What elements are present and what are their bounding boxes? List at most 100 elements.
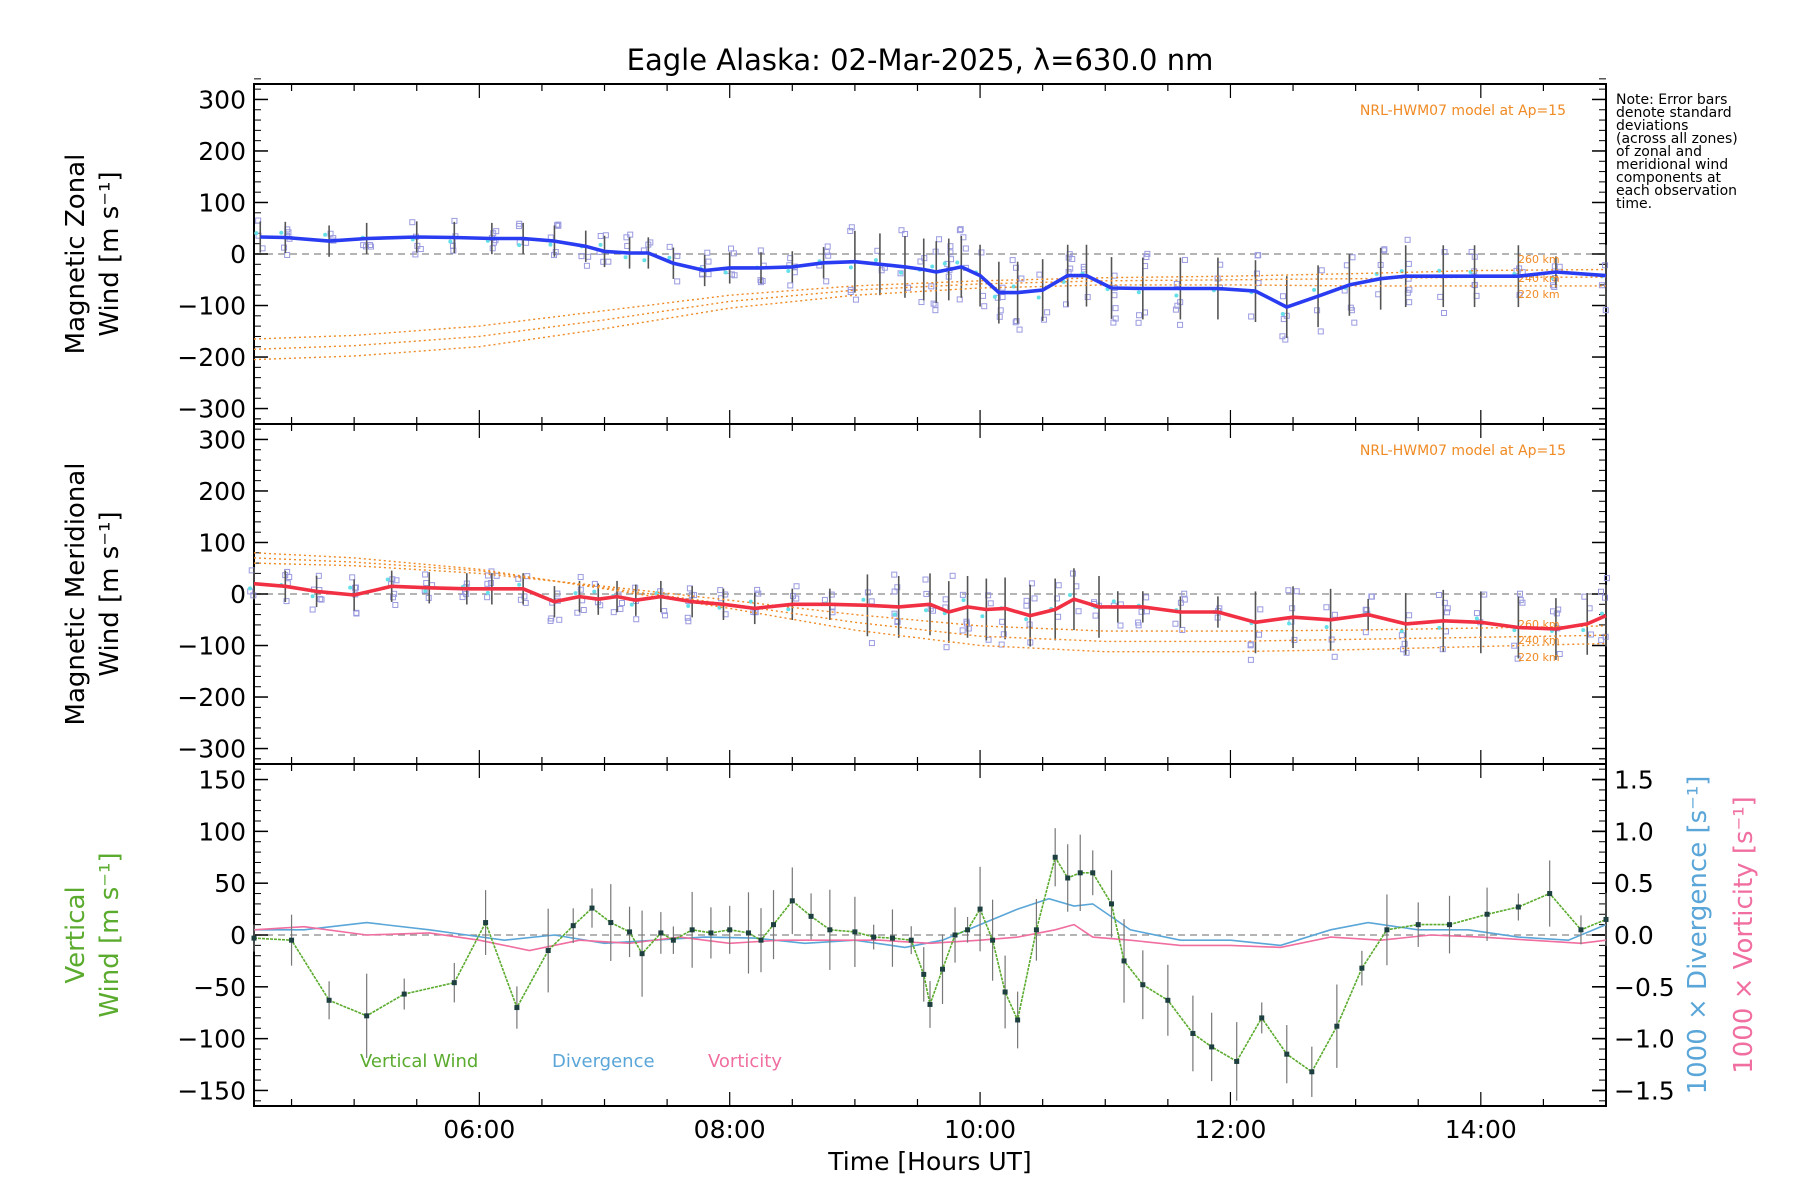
scatter-point <box>852 296 859 303</box>
scatter-point <box>1602 307 1609 314</box>
scatter-point <box>1442 628 1449 635</box>
zone-point <box>485 590 490 595</box>
scatter-point <box>484 572 491 579</box>
scatter-point <box>1362 629 1369 636</box>
scatter-point <box>923 590 930 597</box>
model-altitude-label: 240 km <box>1518 634 1560 647</box>
zone-point <box>385 577 390 582</box>
zone-point <box>1581 628 1586 633</box>
scatter-point <box>578 253 585 260</box>
scatter-point <box>317 595 324 602</box>
scatter-point <box>1587 631 1594 638</box>
scatter-point <box>1317 328 1324 335</box>
scatter-point <box>618 599 625 606</box>
scatter-point <box>1069 256 1076 263</box>
x-tick-label: 06:00 <box>443 1115 515 1144</box>
scatter-point <box>1179 626 1186 633</box>
scatter-point <box>959 627 966 634</box>
zone-point <box>254 231 259 236</box>
scatter-point <box>705 271 712 278</box>
scatter-point <box>999 618 1006 625</box>
vertical-wind-point <box>827 927 833 933</box>
vertical-wind-point <box>364 1013 370 1019</box>
zone-point <box>667 255 672 260</box>
y-tick-label: 0 <box>230 580 246 609</box>
scatter-point <box>1598 282 1605 289</box>
scatter-point <box>1136 312 1143 319</box>
scatter-point <box>1112 315 1119 322</box>
scatter-point <box>1028 580 1035 587</box>
scatter-point <box>962 245 969 252</box>
scatter-point <box>705 258 712 265</box>
scatter-point <box>823 278 830 285</box>
scatter-point <box>1023 602 1030 609</box>
vertical-wind-point <box>1121 958 1127 964</box>
error-bar-note: Note: Error bars denote standard deviati… <box>1616 92 1738 212</box>
zone-point <box>892 612 897 617</box>
scatter-point <box>1363 607 1370 614</box>
scatter-point <box>1481 591 1488 598</box>
y-tick-label: 100 <box>198 817 246 846</box>
y2-tick-label: −1.0 <box>1614 1025 1675 1054</box>
scatter-point <box>922 576 929 583</box>
scatter-point <box>1138 608 1145 615</box>
scatter-point <box>600 258 607 265</box>
scatter-point <box>1248 313 1255 320</box>
scatter-point <box>1602 262 1609 269</box>
vertical-wind-point <box>1515 904 1521 910</box>
vertical-wind-point <box>1209 1044 1215 1050</box>
scatter-point <box>1256 631 1263 638</box>
vertical-wind-point <box>545 948 551 954</box>
scatter-point <box>1406 299 1413 306</box>
zone-point <box>1287 621 1292 626</box>
vertical-wind-point <box>570 923 576 929</box>
scatter-point <box>602 232 609 239</box>
zone-point <box>1280 311 1285 316</box>
zone-point <box>629 602 634 607</box>
scatter-point <box>793 595 800 602</box>
y2-tick-label: 1.0 <box>1614 817 1654 846</box>
vertical-wind-point <box>1259 1015 1265 1021</box>
vertical-wind-point <box>401 991 407 997</box>
scatter-point <box>1143 608 1150 615</box>
scatter-point <box>1018 275 1025 282</box>
scatter-point <box>674 278 681 285</box>
scatter-point <box>1282 336 1289 343</box>
zone-point <box>1024 617 1029 622</box>
scatter-point <box>685 618 692 625</box>
vertical-wind-point <box>1190 1030 1196 1036</box>
vertical-wind-point <box>639 951 645 957</box>
scatter-point <box>1117 622 1124 629</box>
scatter-point <box>390 594 397 601</box>
scatter-point <box>704 249 711 256</box>
scatter-point <box>1441 249 1448 256</box>
y-tick-label: 150 <box>198 766 246 795</box>
vertical-wind-point <box>514 1005 520 1011</box>
scatter-point <box>1135 619 1142 626</box>
scatter-point <box>1293 588 1300 595</box>
scatter-point <box>1257 606 1264 613</box>
scatter-point <box>1055 613 1062 620</box>
divergence-line <box>254 897 1607 949</box>
scatter-point <box>1143 594 1150 601</box>
scatter-point <box>1031 595 1038 602</box>
scatter-point <box>368 243 375 250</box>
scatter-point <box>556 616 563 623</box>
zone-point <box>992 294 997 299</box>
scatter-point <box>847 289 854 296</box>
scatter-point <box>1143 254 1150 261</box>
zone-point <box>448 239 453 244</box>
vertical-wind-point <box>927 1001 933 1007</box>
scatter-point <box>1181 596 1188 603</box>
vertical-wind-point <box>1090 870 1096 876</box>
scatter-point <box>759 277 766 284</box>
scatter-point <box>597 232 604 239</box>
scatter-point <box>255 217 262 224</box>
vertical-wind-point <box>1284 1051 1290 1057</box>
vertical-panel: 150 100 50 0 −50 −100 −150 Vertical Wind [m s⁻¹]… <box>61 758 1759 1176</box>
scatter-point <box>1084 294 1091 301</box>
scatter-point <box>1602 594 1609 601</box>
zone-point <box>955 260 960 265</box>
vertical-wind-point <box>1065 875 1071 881</box>
scatter-point <box>1381 246 1388 253</box>
